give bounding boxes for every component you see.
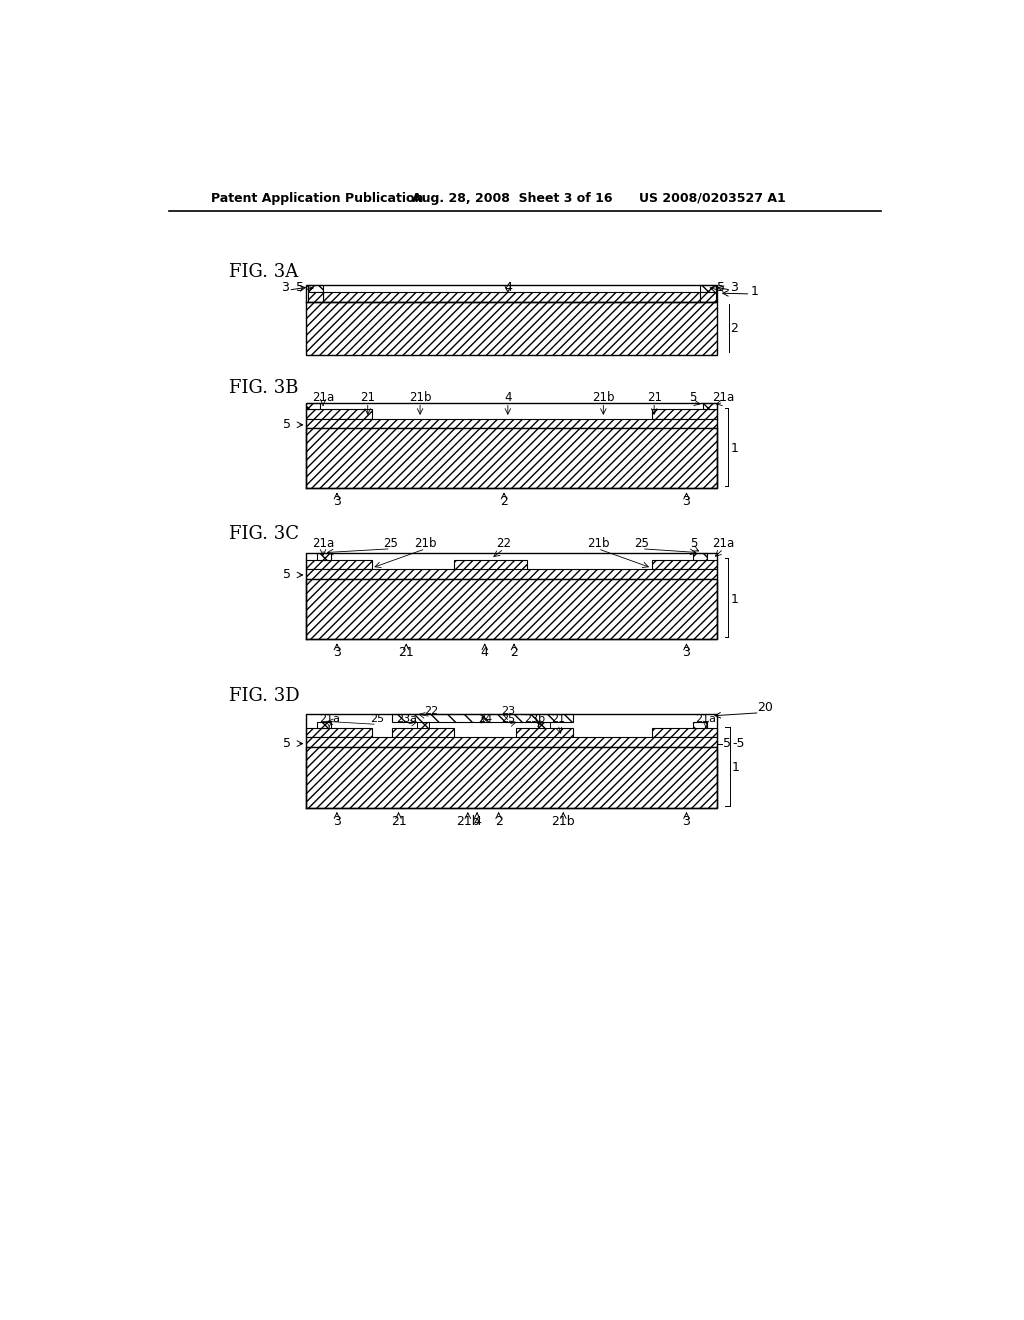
Bar — [538, 722, 550, 729]
Text: 21a: 21a — [713, 537, 734, 550]
Text: 21a: 21a — [312, 391, 334, 404]
Text: 21: 21 — [390, 814, 407, 828]
Text: 21b: 21b — [552, 814, 575, 828]
Text: 5: 5 — [296, 281, 304, 294]
Bar — [306, 404, 319, 409]
Text: FIG. 3D: FIG. 3D — [229, 686, 300, 705]
Text: 21a: 21a — [312, 537, 334, 550]
Bar — [307, 285, 323, 292]
Text: 21a: 21a — [713, 391, 734, 404]
Text: 21b: 21b — [415, 537, 436, 550]
Text: 5: 5 — [283, 737, 291, 750]
Text: FIG. 3A: FIG. 3A — [229, 264, 298, 281]
Text: Aug. 28, 2008  Sheet 3 of 16: Aug. 28, 2008 Sheet 3 of 16 — [412, 191, 612, 205]
Bar — [307, 292, 323, 302]
Text: 3: 3 — [683, 647, 690, 659]
Bar — [306, 302, 717, 355]
Text: 25: 25 — [501, 714, 515, 723]
Text: 25: 25 — [383, 537, 398, 550]
Bar — [392, 714, 573, 722]
Text: 5: 5 — [283, 569, 291, 582]
Bar — [703, 404, 717, 409]
Text: 1: 1 — [730, 593, 738, 606]
Bar — [515, 729, 573, 742]
Bar — [417, 722, 429, 729]
Bar — [306, 569, 717, 578]
Text: US 2008/0203527 A1: US 2008/0203527 A1 — [639, 191, 785, 205]
Bar — [652, 560, 717, 569]
Bar — [700, 285, 716, 292]
Text: 21: 21 — [647, 391, 662, 404]
Text: 23: 23 — [501, 706, 515, 717]
Text: 5: 5 — [690, 537, 698, 550]
Text: 5: 5 — [717, 281, 725, 294]
Text: 2: 2 — [730, 322, 738, 335]
Text: 21: 21 — [360, 391, 375, 404]
Text: 3: 3 — [683, 814, 690, 828]
Bar — [306, 729, 372, 738]
Text: 4: 4 — [504, 281, 512, 294]
Text: 20: 20 — [757, 701, 773, 714]
Text: 21: 21 — [551, 714, 565, 723]
Text: 1: 1 — [732, 762, 739, 775]
Text: 2: 2 — [500, 495, 508, 508]
Text: 21b: 21b — [592, 391, 614, 404]
Text: 21: 21 — [398, 647, 414, 659]
Bar — [692, 722, 707, 729]
Text: 1: 1 — [751, 285, 758, 298]
Text: 2: 2 — [495, 814, 503, 828]
Text: 5: 5 — [283, 418, 291, 432]
Bar — [392, 729, 454, 742]
Text: 4: 4 — [473, 814, 481, 828]
Text: 25: 25 — [635, 537, 649, 550]
Text: FIG. 3C: FIG. 3C — [229, 525, 299, 543]
Text: 23a: 23a — [395, 714, 417, 723]
Bar — [306, 409, 372, 418]
Text: 5: 5 — [689, 391, 696, 404]
Text: 3: 3 — [683, 495, 690, 508]
Text: 3: 3 — [333, 495, 341, 508]
Bar — [652, 729, 717, 738]
Text: 5: 5 — [724, 737, 731, 750]
Text: 1: 1 — [730, 442, 738, 455]
Text: 21b: 21b — [587, 537, 609, 550]
Bar — [700, 292, 716, 302]
Bar — [306, 747, 717, 808]
Text: 21a: 21a — [695, 714, 716, 723]
Text: 21b: 21b — [409, 391, 431, 404]
Text: 25: 25 — [370, 714, 384, 723]
Bar — [316, 722, 331, 729]
Text: 3: 3 — [730, 281, 738, 294]
Bar — [306, 418, 717, 428]
Text: -5: -5 — [733, 737, 745, 750]
Text: 21a: 21a — [318, 714, 340, 723]
Text: Patent Application Publication: Patent Application Publication — [211, 191, 424, 205]
Bar — [306, 560, 372, 569]
Text: 24: 24 — [477, 714, 492, 723]
Bar — [306, 738, 717, 747]
Text: 4: 4 — [504, 391, 512, 404]
Text: 23b: 23b — [524, 714, 546, 723]
Bar — [316, 553, 331, 560]
Bar — [454, 560, 527, 572]
Bar — [306, 428, 717, 488]
Bar — [692, 553, 707, 560]
Text: 21b: 21b — [456, 814, 479, 828]
Bar — [306, 578, 717, 639]
Bar — [652, 409, 717, 418]
Text: 3: 3 — [333, 647, 341, 659]
Bar — [323, 292, 700, 302]
Text: 3: 3 — [281, 281, 289, 294]
Text: 3: 3 — [333, 814, 341, 828]
Text: 22: 22 — [424, 706, 438, 717]
Text: 4: 4 — [481, 647, 488, 659]
Text: FIG. 3B: FIG. 3B — [229, 379, 299, 397]
Text: 2: 2 — [510, 647, 518, 659]
Text: 22: 22 — [497, 537, 512, 550]
